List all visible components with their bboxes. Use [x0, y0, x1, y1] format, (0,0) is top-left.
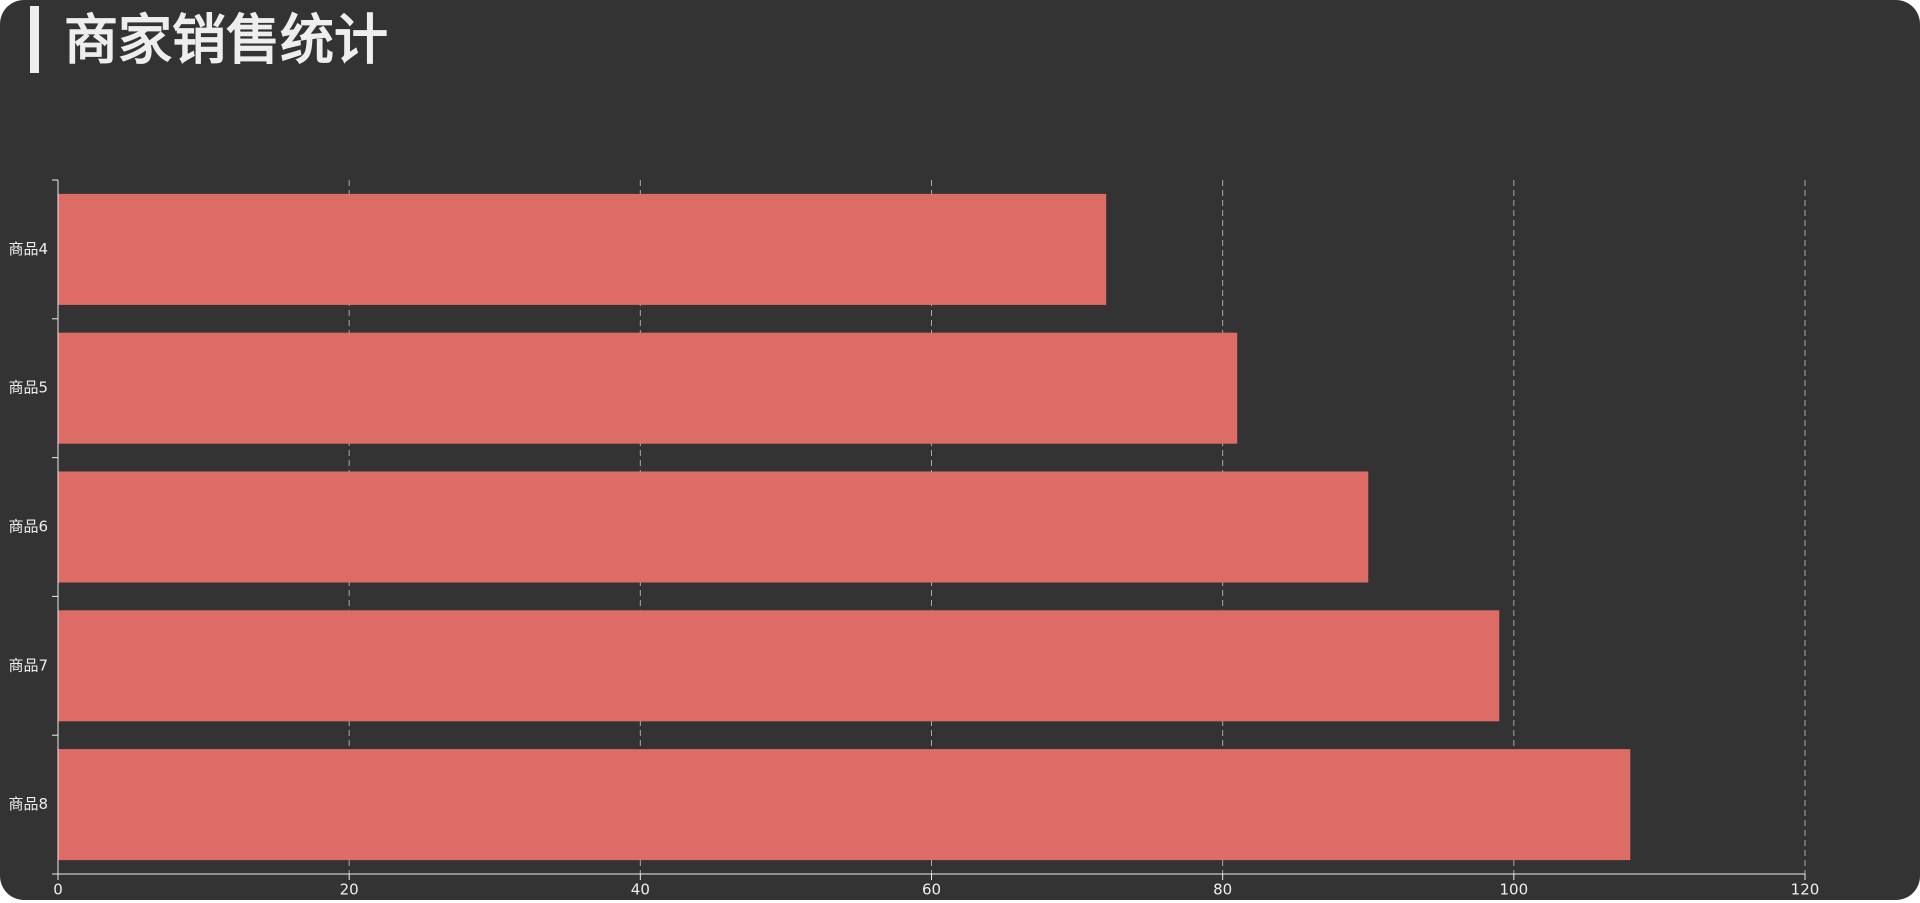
- bar: [58, 332, 1238, 444]
- x-tick-label: 20: [340, 881, 359, 899]
- x-tick-label: 0: [53, 881, 63, 899]
- bar: [58, 610, 1500, 722]
- x-tick-label: 120: [1791, 881, 1820, 899]
- chart-title: 商家销售统计: [64, 9, 388, 72]
- x-tick-label: 80: [1213, 881, 1232, 899]
- bar: [58, 471, 1369, 583]
- x-tick-label: 100: [1500, 881, 1529, 899]
- y-tick-label: 商品8: [8, 795, 48, 813]
- title-accent: [30, 6, 39, 73]
- y-tick-label: 商品4: [8, 240, 48, 258]
- bar: [58, 193, 1107, 305]
- x-tick-label: 60: [922, 881, 941, 899]
- y-tick-label: 商品6: [8, 518, 48, 536]
- y-tick-label: 商品7: [8, 656, 48, 674]
- x-tick-label: 40: [631, 881, 650, 899]
- y-tick-label: 商品5: [8, 379, 48, 397]
- bar: [58, 749, 1631, 861]
